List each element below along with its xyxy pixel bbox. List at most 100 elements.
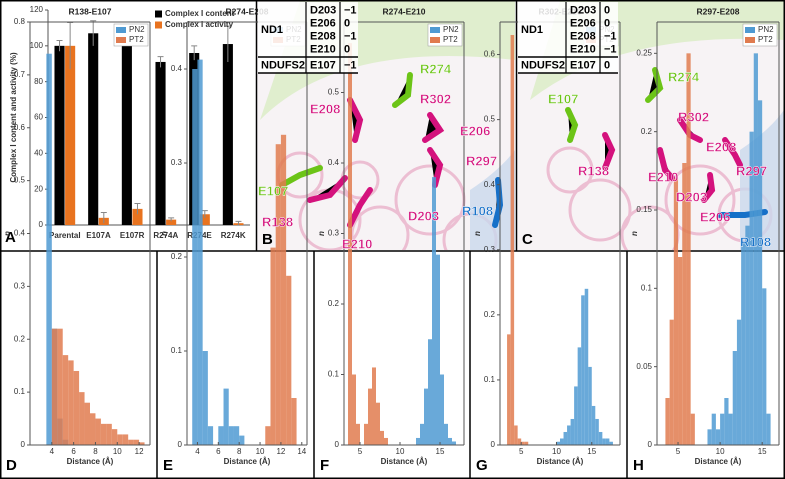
residue: E208 xyxy=(570,30,596,42)
panel-letter: D xyxy=(6,457,17,474)
histogram-bar xyxy=(424,388,428,445)
bar xyxy=(65,45,76,226)
y-tick-label: 0.1 xyxy=(641,283,653,292)
error-bar xyxy=(56,39,63,52)
y-tick-label: 120 xyxy=(30,5,44,14)
residue-label: E107 xyxy=(548,91,578,106)
table-bg xyxy=(518,2,618,73)
panel-letter: H xyxy=(633,457,644,474)
histogram-bar xyxy=(591,405,596,445)
x-tick-label: 4 xyxy=(195,447,200,456)
histogram-bar xyxy=(376,402,380,445)
histogram-bar xyxy=(95,418,101,445)
legend-swatch xyxy=(745,27,755,33)
histogram-bar xyxy=(711,413,716,445)
histogram-bar xyxy=(122,434,129,445)
histogram-bar xyxy=(720,413,725,445)
panel-letter: E xyxy=(163,457,173,474)
table-bg xyxy=(258,2,358,73)
histogram-bar xyxy=(570,418,575,445)
bar xyxy=(88,33,99,225)
histogram-bar xyxy=(90,413,96,445)
bar xyxy=(166,219,177,225)
y-tick-label: 0.3 xyxy=(484,245,496,254)
histogram-bar xyxy=(356,423,360,445)
histogram-bar xyxy=(715,429,721,445)
y-tick-label: 0.5 xyxy=(14,176,26,185)
histogram-bar xyxy=(574,386,578,445)
residue-label: R297 xyxy=(466,153,497,168)
error-bar xyxy=(134,203,141,215)
residue-label: R138 xyxy=(578,163,609,178)
histogram-bar xyxy=(507,334,511,445)
panel-letter: G xyxy=(476,457,488,474)
y-tick-label: 0 xyxy=(21,440,26,449)
histogram-bar xyxy=(686,53,691,445)
x-tick-label: R274K xyxy=(221,231,246,240)
charge: 0 xyxy=(604,59,610,71)
histogram-bar xyxy=(106,423,112,445)
y-tick-label: 0.2 xyxy=(328,299,340,308)
y-tick-label: 0.2 xyxy=(641,127,653,136)
error-bar xyxy=(201,210,208,218)
error-bar xyxy=(224,25,231,62)
legend-swatch xyxy=(430,27,440,33)
legend-label: PN2 xyxy=(129,25,145,34)
histogram-bar xyxy=(68,360,74,445)
y-axis-label: n xyxy=(473,231,482,236)
x-axis-label: Distance (Å) xyxy=(695,457,742,466)
histogram-bar xyxy=(133,439,140,445)
charge: 0 xyxy=(604,4,610,16)
x-tick-label: 5 xyxy=(358,447,363,456)
histogram-bar xyxy=(563,431,568,445)
legend-swatch xyxy=(116,27,126,33)
legend-label: PT2 xyxy=(129,35,144,44)
histogram-bar xyxy=(757,100,763,445)
histogram-bar xyxy=(51,328,58,445)
residue-label: R302 xyxy=(678,109,709,124)
y-tick-label: 0.2 xyxy=(171,252,183,261)
x-tick-label: 10 xyxy=(716,447,725,456)
residue-label: R274 xyxy=(668,69,700,84)
residue-label: E206 xyxy=(460,123,490,138)
histogram-bar xyxy=(669,319,674,445)
histogram-bar xyxy=(117,434,123,445)
legend-label: PT2 xyxy=(758,35,773,44)
y-axis-label: Complex I content and activity (%) xyxy=(9,52,18,183)
chart-title: R274-E210 xyxy=(382,6,425,16)
histogram-bar xyxy=(724,398,729,445)
y-tick-label: 0.5 xyxy=(484,115,496,124)
y-tick-label: 0.5 xyxy=(328,88,340,97)
legend-label: PN2 xyxy=(758,25,774,34)
histogram-bar xyxy=(100,423,107,445)
histogram-bar xyxy=(521,441,525,445)
residue-label: E107 xyxy=(258,183,288,198)
legend-label: PN2 xyxy=(443,25,459,34)
histogram-bar xyxy=(286,275,292,445)
histogram-bar xyxy=(275,144,281,445)
legend-swatch xyxy=(430,37,440,43)
bar xyxy=(222,44,233,225)
charge: −1 xyxy=(604,43,617,55)
charge: 0 xyxy=(344,43,350,55)
histogram-bar xyxy=(728,413,733,445)
x-tick-label: 15 xyxy=(587,447,596,456)
histogram-bar xyxy=(682,163,687,445)
y-tick-label: 0 xyxy=(648,440,653,449)
histogram-bar xyxy=(420,423,424,445)
histogram-bar xyxy=(707,429,712,445)
histogram-bar xyxy=(348,43,352,446)
histogram-bar xyxy=(560,438,564,445)
histogram-bar xyxy=(280,134,287,446)
x-tick-label: 8 xyxy=(93,447,98,456)
histogram-bar xyxy=(380,430,384,445)
histogram-bar xyxy=(364,423,368,445)
histogram-bar xyxy=(372,367,376,445)
error-bar xyxy=(100,211,107,224)
histogram-bar xyxy=(440,374,444,445)
histogram-bar xyxy=(368,388,372,445)
x-tick-label: 5 xyxy=(519,447,524,456)
x-tick-label: R274A xyxy=(153,231,178,240)
histogram-bar xyxy=(749,131,754,445)
